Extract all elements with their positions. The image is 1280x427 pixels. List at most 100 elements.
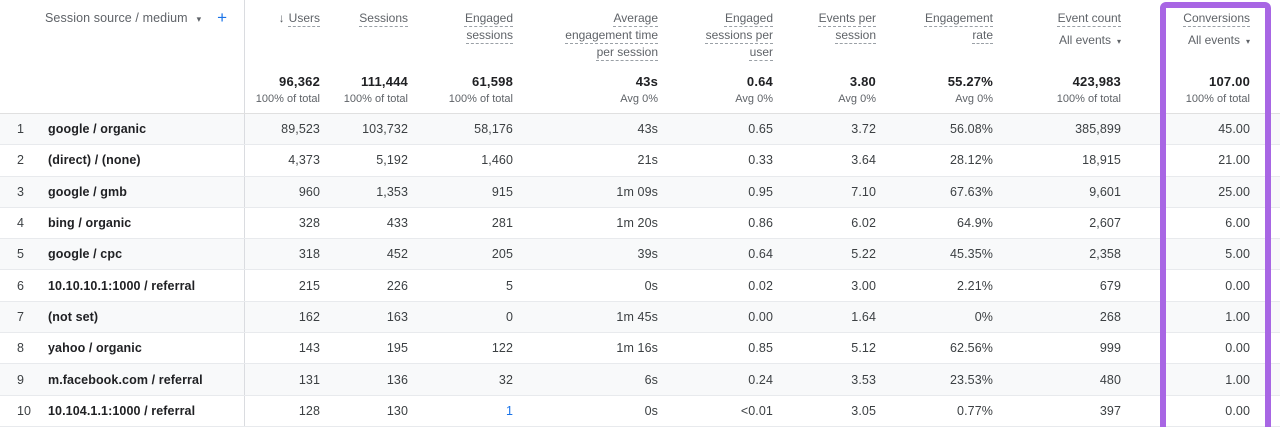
column-label[interactable]: Average engagement time per session — [565, 11, 658, 59]
metric-value: 0.00 — [1225, 403, 1250, 418]
row-index: 6 — [17, 278, 24, 293]
metric-value: <0.01 — [740, 403, 773, 418]
metric-value: 205 — [491, 247, 513, 262]
table-row: 10 10.104.1.1:1000 / referral 128 130 1 0s <0.… — [0, 395, 1280, 427]
total-subtext: 100% of total — [1185, 93, 1250, 105]
total-subtext: 100% of total — [255, 93, 320, 105]
metric-value: 28.12% — [950, 153, 993, 168]
metric-value: 0.24 — [748, 372, 773, 387]
total-subtext: Avg 0% — [620, 93, 658, 105]
metric-value: 0% — [974, 309, 993, 324]
events-dropdown[interactable]: All events ▾ — [1187, 33, 1250, 47]
total-value: 96,362 — [279, 74, 320, 89]
row-index: 5 — [17, 247, 24, 262]
metric-value: 0.64 — [748, 247, 773, 262]
dimension-value[interactable]: 10.10.10.1:1000 / referral — [36, 270, 245, 301]
metric-headers: ↓ Users 96,362 100% of total Sessions 111,444… — [245, 0, 1280, 113]
dimension-header-label[interactable]: Session source / medium — [45, 11, 188, 25]
metric-value: 2,358 — [1089, 247, 1121, 262]
column-total: 96,362 100% of total — [245, 74, 320, 105]
table-row: 7 (not set) 162 163 0 1m 45s 0.00 1.64 0% 268 1.00 — [0, 301, 1280, 334]
metric-value: 679 — [1099, 278, 1121, 293]
metric-value: 452 — [386, 247, 408, 262]
metric-value: 2.21% — [957, 278, 993, 293]
total-value: 423,983 — [1072, 74, 1121, 89]
metric-value: 3.64 — [851, 153, 876, 168]
total-subtext: Avg 0% — [838, 93, 876, 105]
sort-descending-icon[interactable]: ↓ — [278, 11, 285, 25]
row-index: 8 — [17, 341, 24, 356]
dimension-value[interactable]: m.facebook.com / referral — [36, 364, 245, 395]
dimension-value[interactable]: google / organic — [36, 114, 245, 145]
dimension-value[interactable]: (direct) / (none) — [36, 145, 245, 176]
table-row: 4 bing / organic 328 433 281 1m 20s 0.86 6.02 64… — [0, 207, 1280, 240]
metric-value: 67.63% — [950, 184, 993, 199]
row-index: 9 — [17, 372, 24, 387]
metric-value: 3.00 — [851, 278, 876, 293]
column-total: 107.00 100% of total — [1133, 74, 1250, 105]
column-header-conversions: Conversions All events ▾ 107.00 100% of tota… — [1133, 0, 1262, 113]
metric-value: 3.72 — [851, 122, 876, 137]
metric-value: 1.64 — [851, 309, 876, 324]
total-value: 0.64 — [746, 74, 773, 89]
metric-value: 397 — [1099, 403, 1121, 418]
metric-value: 0.33 — [748, 153, 773, 168]
metric-value: 1.00 — [1225, 309, 1250, 324]
metric-value: 5.22 — [851, 247, 876, 262]
column-total: 61,598 100% of total — [420, 74, 513, 105]
total-subtext: 100% of total — [448, 93, 513, 105]
column-total: 423,983 100% of total — [1005, 74, 1121, 105]
metric-value: 1,353 — [376, 184, 408, 199]
metric-value: 21.00 — [1218, 153, 1250, 168]
events-dropdown[interactable]: All events ▾ — [1058, 33, 1121, 47]
column-label[interactable]: Engaged sessions — [464, 11, 513, 42]
table-header: Session source / medium ▾ + ↓ Users 96,362… — [0, 0, 1280, 114]
add-dimension-icon[interactable]: + — [217, 8, 228, 27]
metric-value: 195 — [386, 341, 408, 356]
metric-value: 960 — [298, 184, 320, 199]
chevron-down-icon[interactable]: ▾ — [196, 14, 202, 24]
metric-value: 23.53% — [950, 372, 993, 387]
column-label[interactable]: Conversions — [1183, 11, 1250, 25]
metric-value: 0s — [644, 278, 658, 293]
dimension-value[interactable]: bing / organic — [36, 207, 245, 239]
metric-value: 999 — [1099, 341, 1121, 356]
total-value: 111,444 — [361, 74, 408, 89]
total-subtext: 100% of total — [1056, 93, 1121, 105]
column-label[interactable]: Engagement rate — [924, 11, 993, 42]
metric-value: 56.08% — [950, 122, 993, 137]
metric-value: 1m 16s — [616, 341, 658, 356]
metric-value: 1m 20s — [616, 216, 658, 231]
dimension-value[interactable]: google / gmb — [36, 176, 245, 207]
row-index: 1 — [17, 122, 24, 137]
metric-value: 0 — [505, 309, 513, 324]
metric-value: 433 — [386, 216, 408, 231]
dimension-value[interactable]: yahoo / organic — [36, 333, 245, 364]
dimension-value[interactable]: (not set) — [36, 301, 245, 333]
column-label[interactable]: Sessions — [359, 11, 408, 25]
column-total: 43s Avg 0% — [525, 74, 658, 105]
metric-value: 130 — [386, 403, 408, 418]
metric-value: 1m 09s — [616, 184, 658, 199]
metric-value: 6.00 — [1225, 216, 1250, 231]
column-label[interactable]: Engaged sessions per user — [705, 11, 773, 59]
table-row: 8 yahoo / organic 143 195 122 1m 16s 0.85 5.12 6… — [0, 333, 1280, 365]
metric-value: 0.00 — [1225, 278, 1250, 293]
dimension-value[interactable]: google / cpc — [36, 239, 245, 270]
metric-value: 318 — [298, 247, 320, 262]
column-label[interactable]: Events per session — [818, 11, 876, 42]
table-row: 2 (direct) / (none) 4,373 5,192 1,460 21s 0.33… — [0, 145, 1280, 177]
dimension-value[interactable]: 10.104.1.1:1000 / referral — [36, 395, 245, 426]
metric-value: 89,523 — [281, 122, 320, 137]
metric-value: 0s — [644, 403, 658, 418]
metric-value: 268 — [1099, 309, 1121, 324]
column-label[interactable]: Users — [288, 11, 320, 25]
table-row: 9 m.facebook.com / referral 131 136 32 6s 0.24… — [0, 364, 1280, 396]
metric-value: 0.65 — [748, 122, 773, 137]
total-value: 3.80 — [849, 74, 876, 89]
metric-value: 21s — [637, 153, 658, 168]
column-label[interactable]: Event count — [1057, 11, 1121, 25]
total-subtext: Avg 0% — [735, 93, 773, 105]
column-header-average-engagement-time-per-session: Average engagement time per session 43s Av… — [525, 0, 670, 113]
